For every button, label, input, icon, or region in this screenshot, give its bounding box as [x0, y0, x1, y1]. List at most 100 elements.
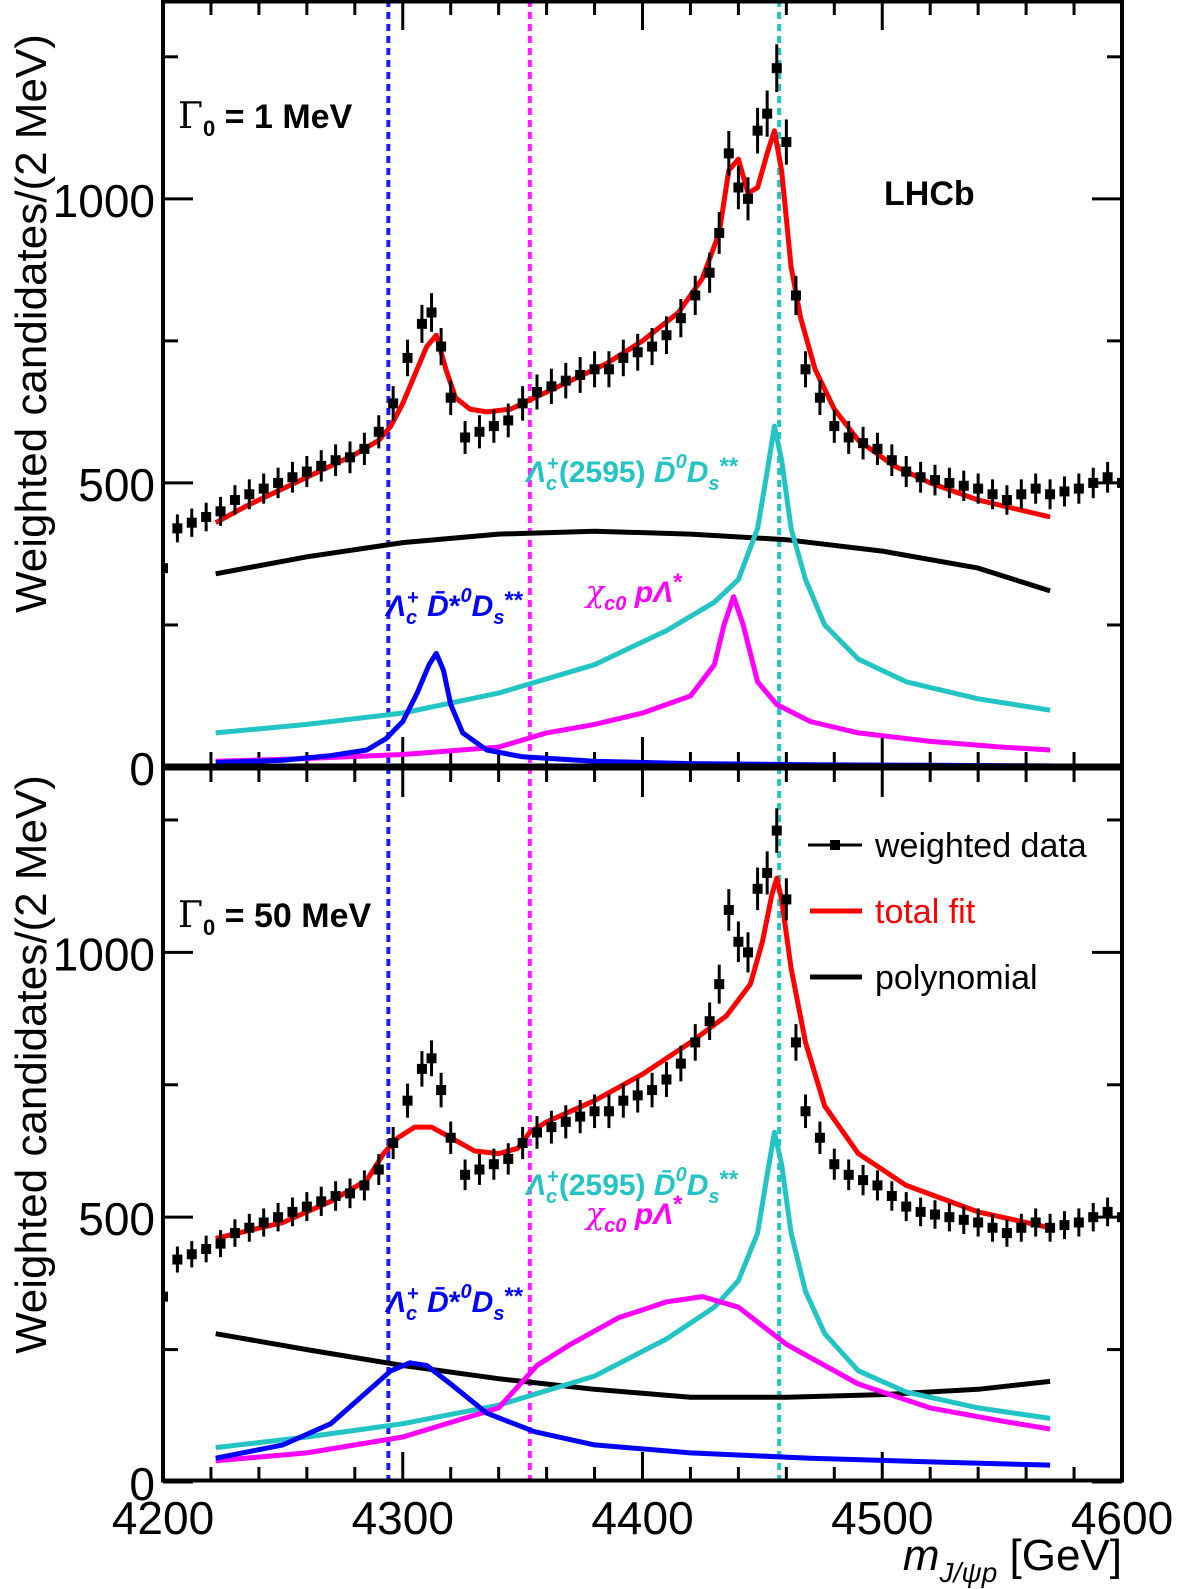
data-point — [474, 1154, 485, 1185]
data-point — [345, 441, 356, 474]
data-point — [316, 450, 327, 482]
data-point — [1102, 461, 1113, 493]
data-point — [1045, 479, 1056, 510]
data-point — [690, 1024, 701, 1061]
data-point — [1059, 1211, 1070, 1240]
legend-label: weighted data — [874, 827, 1087, 865]
data-point — [901, 456, 912, 488]
component-label-2: Λc+ D̄*0Ds** — [384, 585, 524, 629]
data-point — [186, 1241, 197, 1268]
data-point — [1059, 476, 1070, 507]
data-point — [301, 1192, 312, 1222]
data-point — [603, 351, 614, 388]
data-point — [790, 275, 801, 316]
width-label: Γ0 = 50 MeV — [178, 895, 371, 940]
data-point — [316, 1186, 327, 1216]
data-point — [163, 555, 168, 581]
data-point — [829, 409, 840, 443]
data-point — [436, 328, 447, 366]
data-point — [752, 867, 763, 911]
data-point — [215, 496, 226, 526]
component-label-2: Λc+ D̄*0Ds** — [384, 1281, 524, 1325]
data-point — [402, 1083, 413, 1118]
data-point — [388, 1126, 399, 1160]
data-point — [618, 1083, 629, 1118]
y-tick-label: 1000 — [53, 175, 155, 227]
bottom-panel: 0 500 1000 4200 4300 4400 4500 4600 Weighted can… — [7, 766, 1173, 1588]
data-point — [752, 107, 763, 154]
y-axis-label: Weighted candidates/(2 MeV) — [7, 775, 56, 1354]
data-point — [201, 1235, 212, 1263]
data-point — [229, 1219, 240, 1247]
data-point — [426, 293, 437, 332]
data-point — [901, 1192, 912, 1222]
data-point — [172, 514, 183, 543]
data-point — [647, 1072, 658, 1108]
series-c-2595-d-ds-line — [215, 423, 1051, 736]
data-point — [661, 1061, 672, 1098]
data-point — [273, 467, 284, 499]
data-point — [436, 1072, 447, 1108]
data-point — [958, 1205, 969, 1234]
data-point — [402, 339, 413, 377]
data-point — [771, 44, 782, 93]
data-point — [1016, 1213, 1027, 1242]
data-point — [273, 1202, 284, 1232]
data-point — [330, 444, 341, 477]
data-point — [258, 473, 269, 504]
x-tick-label: 4200 — [112, 1492, 214, 1544]
data-point — [546, 1110, 557, 1144]
data-point — [944, 467, 955, 499]
data-point — [723, 130, 734, 176]
data-point — [800, 1094, 811, 1129]
data-point — [675, 1045, 686, 1082]
data-point — [843, 1159, 854, 1191]
data-point — [915, 461, 926, 493]
data-point — [503, 1143, 514, 1175]
series-c0-p-line — [215, 594, 1051, 764]
axes: 0 500 1000 4200 4300 4400 4500 4600 Weighted can… — [7, 767, 1173, 1544]
data-point — [560, 1105, 571, 1139]
plot-frame — [161, 766, 1124, 1483]
data-point — [762, 851, 773, 895]
data-point — [733, 921, 744, 963]
data-point — [915, 1197, 926, 1227]
component-label-0: Λc+(2595) D̄0Ds** — [524, 1164, 739, 1208]
component-label-1: χc0 pΛ* — [584, 569, 683, 615]
data-point — [244, 479, 255, 510]
data-point — [488, 1148, 499, 1180]
data-point — [488, 409, 499, 443]
data-point — [517, 1126, 528, 1160]
data-point — [416, 304, 427, 343]
data-point — [1030, 473, 1041, 504]
data-point — [647, 328, 658, 366]
data-point — [781, 878, 792, 921]
data-point — [690, 275, 701, 316]
data-point — [445, 380, 456, 416]
y-tick-label: 1000 — [53, 928, 155, 980]
series-c-d-ds-line — [215, 650, 1051, 767]
data-point — [886, 1181, 897, 1211]
width-label: Γ0 = 1 MeV — [178, 96, 353, 141]
data-point — [1001, 485, 1012, 515]
data-point — [829, 1148, 840, 1180]
data-point — [373, 415, 384, 449]
data-point — [1073, 473, 1084, 504]
data-point — [661, 316, 672, 355]
data-point — [872, 432, 883, 465]
data-point — [929, 1200, 940, 1229]
data-point — [800, 351, 811, 388]
data-point — [1117, 1202, 1122, 1232]
legend-label: polynomial — [875, 959, 1038, 997]
data-point — [704, 1002, 715, 1040]
data-point — [723, 889, 734, 931]
data-point — [1073, 1208, 1084, 1237]
data-point — [532, 374, 543, 410]
data-point — [843, 421, 854, 454]
data-point — [929, 464, 940, 496]
data-point — [1088, 467, 1099, 499]
data-point — [172, 1246, 183, 1273]
data-point — [359, 432, 370, 465]
data-point — [575, 1099, 586, 1134]
data-point — [229, 485, 240, 515]
